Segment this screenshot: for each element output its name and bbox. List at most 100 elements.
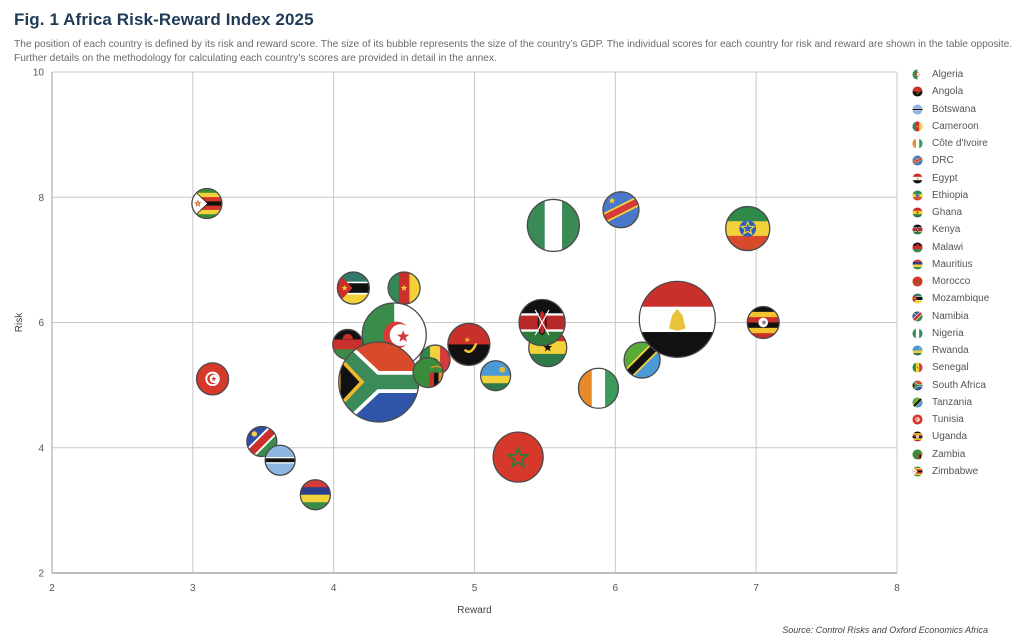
legend-item: Malawi [912,239,989,256]
legend-label: Zambia [932,448,966,460]
legend-item: Ethiopia [912,187,989,204]
y-axis-title: Risk [14,312,25,332]
legend-item: Morocco [912,273,989,290]
x-tick-label: 7 [753,583,759,594]
legend-label: DRC [932,155,954,167]
morocco-flag-icon [493,432,544,483]
mauritius-legend-icon [912,259,923,270]
x-tick-label: 4 [331,583,337,594]
chart-legend: Algeria Angola Botswana Cameroon Côte d'Ivoi… [912,66,989,480]
legend-item: Ghana [912,204,989,221]
bubble-zimbabwe: Zimbabwe [191,187,223,220]
ethiopia-flag-icon [725,206,770,251]
botswana-legend-icon [912,104,923,115]
tanzania-legend-icon [912,397,923,408]
egypt-legend-icon [912,173,923,184]
angola-flag-icon [447,323,490,366]
legend-item: Botswana [912,101,989,118]
legend-item: Kenya [912,221,989,238]
legend-label: South Africa [932,379,986,391]
legend-label: Kenya [932,224,961,236]
bubble-egypt: Egypt [638,280,716,359]
mauritius-flag-icon [300,479,331,510]
legend-item: Tanzania [912,394,989,411]
bubble-ethiopia: Ethiopia [725,205,771,252]
bubble-rwanda: Rwanda [479,360,512,392]
bubble-morocco: Morocco [492,431,544,483]
bubble-southafrica: South Africa [338,341,420,423]
bubble-angola: Angola [447,322,491,367]
legend-label: Egypt [932,172,958,184]
uganda-flag-icon [747,306,780,339]
legend-item: South Africa [912,377,989,394]
legend-label: Ghana [932,207,963,219]
southafrica-legend-icon [912,380,923,391]
legend-label: Senegal [932,362,969,374]
legend-item: Mozambique [912,290,989,307]
legend-label: Angola [932,86,964,98]
y-tick-label: 6 [38,318,44,329]
y-tick-label: 2 [38,569,44,580]
cameroon-legend-icon [912,121,923,132]
legend-item: Rwanda [912,342,989,359]
legend-item: Algeria [912,66,989,83]
legend-item: Uganda [912,428,989,445]
legend-label: Nigeria [932,327,964,339]
legend-label: Tunisia [932,414,964,426]
botswana-flag-icon [265,445,296,476]
bubble-cotedivoire: Côte d'Ivoire [577,367,620,409]
cameroon-flag-icon [388,272,421,305]
malawi-legend-icon [912,242,923,253]
x-axis-title: Reward [457,605,491,616]
subtitle-line-2: Further details on the methodology for c… [14,52,497,64]
bubble-nigeria: Nigeria [526,198,581,253]
rwanda-legend-icon [912,345,923,356]
cotedivoire-legend-icon [912,138,923,149]
egypt-flag-icon [639,281,716,358]
drc-legend-icon [912,155,923,166]
legend-item: Côte d'Ivoire [912,135,989,152]
legend-label: Côte d'Ivoire [932,138,988,150]
zimbabwe-legend-icon [912,466,923,477]
morocco-legend-icon [912,276,923,287]
x-tick-label: 8 [894,583,900,594]
legend-item: Mauritius [912,256,989,273]
zimbabwe-flag-icon [191,188,222,219]
angola-legend-icon [912,86,923,97]
zambia-legend-icon [912,449,923,460]
drc-flag-icon [602,191,639,228]
legend-label: Malawi [932,241,964,253]
legend-label: Namibia [932,310,969,322]
bubble-botswana: Botswana [264,444,296,476]
bubble-zambia: Zambia [412,356,444,389]
zambia-flag-icon [413,357,444,388]
legend-item: Senegal [912,359,989,376]
bubble-drc: DRC [602,191,640,229]
x-tick-label: 5 [472,583,478,594]
nigeria-flag-icon [527,199,580,252]
legend-item: DRC [912,152,989,169]
ethiopia-legend-icon [912,190,923,201]
legend-label: Botswana [932,103,976,115]
y-tick-label: 4 [38,443,44,454]
ghana-legend-icon [912,207,923,218]
tunisia-legend-icon [912,414,923,425]
uganda-legend-icon [912,431,923,442]
subtitle-line-1: The position of each country is defined … [14,39,1013,50]
legend-item: Tunisia [912,411,989,428]
chart-axes: 2 3 4 5 6 7 8 2 4 6 8 10 [33,68,900,595]
senegal-legend-icon [912,362,923,373]
legend-label: Mauritius [932,258,973,270]
source-note: Source: Control Risks and Oxford Economi… [782,625,988,635]
tunisia-flag-icon [196,362,229,395]
x-tick-label: 3 [190,583,196,594]
bubble-mozambique: Mozambique [336,271,371,305]
rwanda-flag-icon [480,360,511,391]
legend-item: Nigeria [912,325,989,342]
legend-label: Rwanda [932,345,969,357]
legend-label: Ethiopia [932,189,969,201]
legend-label: Zimbabwe [932,465,979,477]
nigeria-legend-icon [912,328,923,339]
figure-title: Fig. 1 Africa Risk-Reward Index 2025 [14,10,314,29]
